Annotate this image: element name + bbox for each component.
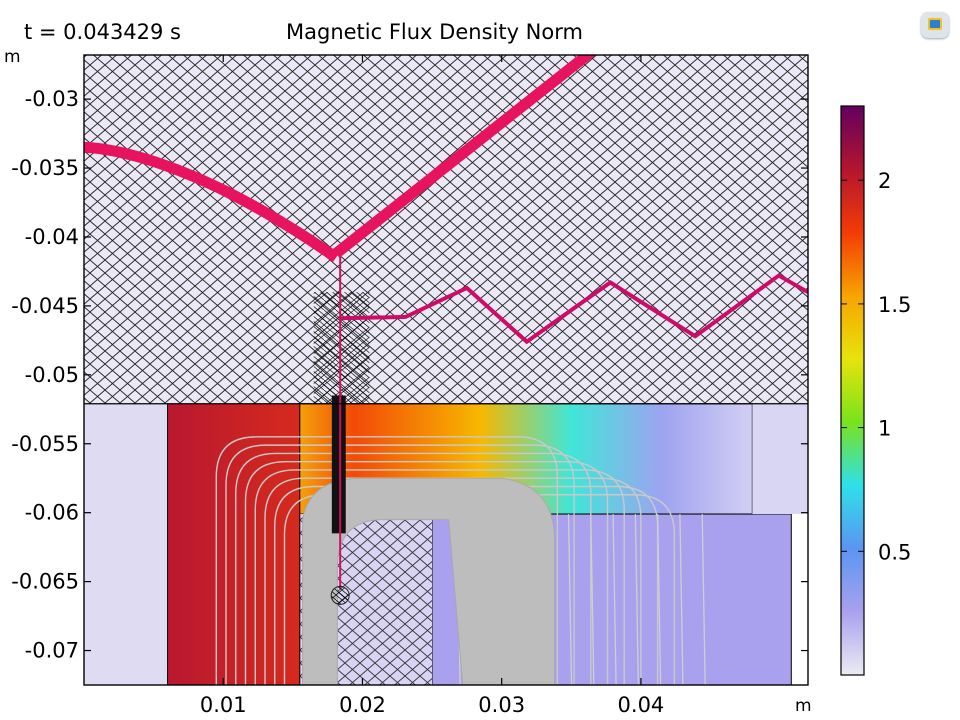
y-tick-label: -0.05	[25, 363, 79, 387]
pole-arc-left	[84, 141, 340, 263]
comsol-view-icon	[928, 18, 942, 30]
colorbar-tick-label: 1	[878, 417, 891, 441]
plot-border	[83, 54, 809, 686]
left-air-region	[84, 403, 168, 685]
y-axis-unit: m	[4, 47, 21, 67]
plot-area	[84, 55, 808, 685]
y-tick-label: -0.06	[25, 501, 79, 525]
slot	[331, 395, 346, 534]
colorbar-gradient	[840, 105, 865, 676]
flux-band	[302, 477, 556, 685]
x-tick-label: 0.04	[618, 693, 665, 717]
colorbar-tick-label: 2	[878, 169, 891, 193]
y-tick-label: -0.065	[11, 570, 79, 594]
y-tick-label: -0.055	[11, 432, 79, 456]
pole-line-right	[332, 55, 597, 258]
y-tick-label: -0.035	[11, 156, 79, 180]
x-tick-label: 0.01	[200, 693, 247, 717]
zigzag-boundary	[340, 273, 808, 345]
x-tick-label: 0.03	[478, 693, 525, 717]
y-tick-label: -0.04	[25, 225, 79, 249]
y-tick-label: -0.045	[11, 294, 79, 318]
y-tick-label: -0.03	[25, 87, 79, 111]
colorbar-tick-label: 1.5	[878, 293, 911, 317]
left-core-leg-region	[167, 403, 300, 685]
y-tick-label: -0.07	[25, 639, 79, 663]
plot-title: Magnetic Flux Density Norm	[286, 20, 583, 44]
view-toolbar-button[interactable]	[921, 12, 949, 38]
colorbar: 0.5 1 1.5 2	[840, 105, 911, 676]
upper-mesh	[84, 55, 808, 404]
right-air-region	[752, 403, 808, 515]
colorbar-tick-label: 0.5	[878, 540, 911, 564]
x-axis-unit: m	[795, 696, 812, 716]
x-tick-label: 0.02	[339, 693, 386, 717]
axes: 0.01 0.02 0.03 0.04 -0.03 -0.035 -0.04 -0.045 -0…	[11, 55, 808, 717]
time-label: t = 0.043429 s	[24, 20, 181, 44]
